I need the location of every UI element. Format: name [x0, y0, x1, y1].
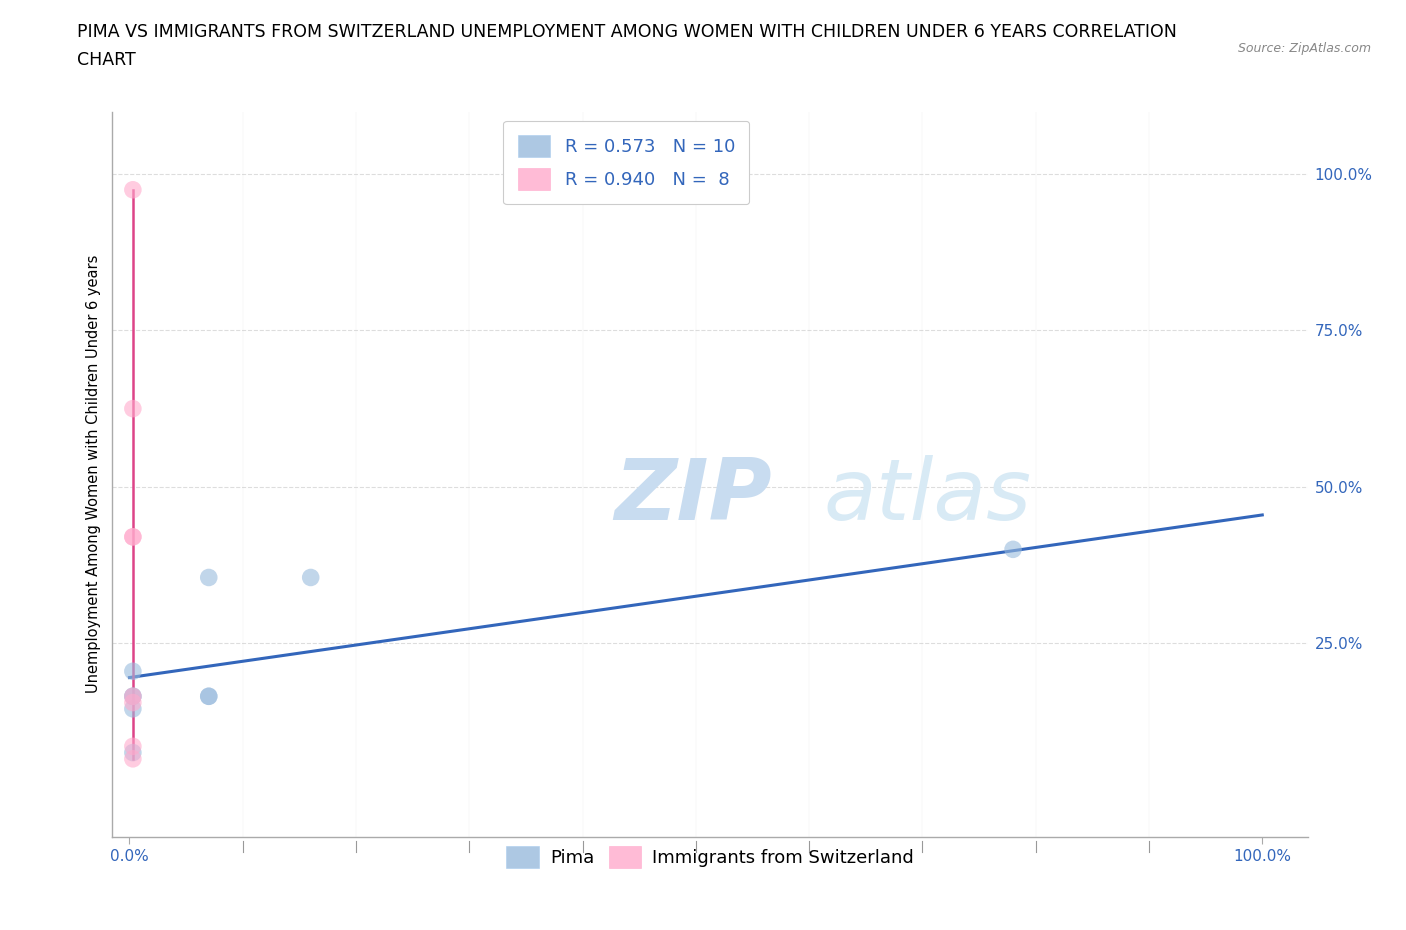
Y-axis label: Unemployment Among Women with Children Under 6 years: Unemployment Among Women with Children U…	[86, 255, 101, 694]
Point	[122, 689, 145, 704]
Point	[299, 570, 322, 585]
Point	[122, 529, 145, 544]
Point	[122, 689, 145, 704]
Point	[122, 182, 145, 197]
Point	[197, 689, 219, 704]
Point	[122, 701, 145, 716]
Point	[122, 689, 145, 704]
Point	[122, 745, 145, 760]
Point	[122, 664, 145, 679]
Point	[197, 570, 219, 585]
Legend: Pima, Immigrants from Switzerland: Pima, Immigrants from Switzerland	[499, 839, 921, 875]
Point	[122, 738, 145, 753]
Text: Source: ZipAtlas.com: Source: ZipAtlas.com	[1237, 42, 1371, 55]
Point	[1002, 542, 1025, 557]
Point	[122, 529, 145, 544]
Text: ZIP: ZIP	[614, 455, 772, 538]
Point	[197, 689, 219, 704]
Text: PIMA VS IMMIGRANTS FROM SWITZERLAND UNEMPLOYMENT AMONG WOMEN WITH CHILDREN UNDER: PIMA VS IMMIGRANTS FROM SWITZERLAND UNEM…	[77, 23, 1177, 41]
Text: atlas: atlas	[824, 455, 1032, 538]
Text: CHART: CHART	[77, 51, 136, 69]
Point	[122, 751, 145, 766]
Point	[122, 401, 145, 416]
Point	[122, 695, 145, 710]
